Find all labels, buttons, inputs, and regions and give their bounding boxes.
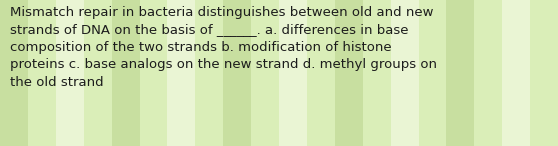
Bar (84, 0, 112, 146)
Bar (391, 0, 418, 146)
Bar (140, 0, 167, 146)
Bar (28, 0, 56, 146)
Bar (0, 0, 28, 146)
Bar (223, 0, 251, 146)
Bar (474, 0, 502, 146)
Bar (112, 0, 140, 146)
Bar (530, 0, 558, 146)
Bar (307, 0, 335, 146)
Bar (335, 0, 363, 146)
Bar (279, 0, 307, 146)
Bar (363, 0, 391, 146)
Bar (446, 0, 474, 146)
Text: Mismatch repair in bacteria distinguishes between old and new
strands of DNA on : Mismatch repair in bacteria distinguishe… (10, 6, 437, 89)
Bar (195, 0, 223, 146)
Bar (167, 0, 195, 146)
Bar (418, 0, 446, 146)
Bar (56, 0, 84, 146)
Bar (251, 0, 279, 146)
Bar (502, 0, 530, 146)
